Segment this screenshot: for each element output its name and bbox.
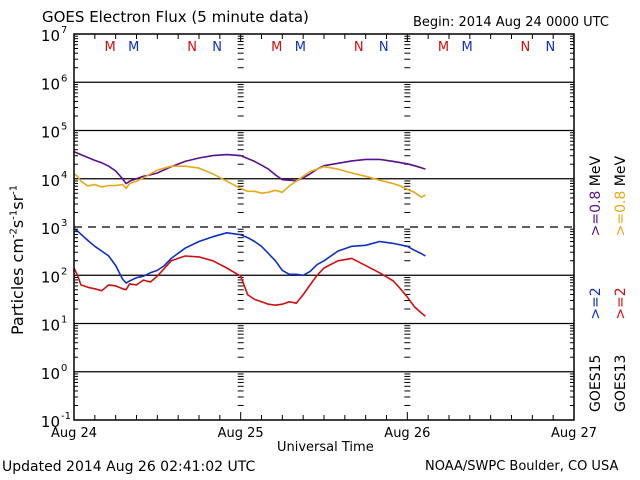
series-line <box>73 150 426 185</box>
legend-goes13-name: GOES13 <box>613 354 629 412</box>
mnn-marker: M <box>128 40 139 55</box>
x-tick-label: Aug 25 <box>218 426 264 441</box>
day-boundary-ticks <box>237 35 411 406</box>
y-tick-exponent: 7 <box>61 25 67 36</box>
y-tick-exponent: 0 <box>61 363 67 374</box>
y-tick-label: 10 <box>41 124 60 142</box>
series-lines <box>73 150 426 317</box>
y-tick-exponent: 1 <box>61 315 67 326</box>
legend-goes15-name: GOES15 <box>588 354 604 412</box>
y-tick-exponent: 5 <box>61 122 67 133</box>
begin-label: Begin: 2014 Aug 24 0000 UTC <box>413 15 609 30</box>
legend-goes15-mev: MeV <box>588 155 604 187</box>
mnn-marker: M <box>461 40 472 55</box>
x-tick-label: Aug 26 <box>384 426 430 441</box>
y-tick-label: 10 <box>41 75 60 93</box>
mnn-marker: N <box>187 40 197 55</box>
y-tick-exponent: -1 <box>61 411 71 422</box>
mnn-marker: N <box>521 40 531 55</box>
x-tick-labels: Aug 24 Aug 25 Aug 26 Aug 27 <box>51 426 597 441</box>
y-label-s: s <box>8 219 27 229</box>
y-tick-label: 10 <box>41 172 60 190</box>
y-tick-label: 10 <box>41 365 60 383</box>
y-tick-exponent: 2 <box>61 266 67 277</box>
chart-title: GOES Electron Flux (5 minute data) <box>42 8 309 26</box>
legend-goes13: GOES13 >=2 >=0.8 MeV <box>613 156 629 412</box>
legend-goes13-08mev: >=0.8 <box>613 190 629 237</box>
legend-goes15: GOES15 >=2 >=0.8 MeV <box>588 156 604 412</box>
x-minor-ticks <box>73 34 575 420</box>
y-tick-exponent: 6 <box>61 73 67 84</box>
updated-timestamp: Updated 2014 Aug 26 02:41:02 UTC <box>2 459 256 475</box>
mnn-marker: N <box>212 40 222 55</box>
y-tick-exponent: 3 <box>61 218 67 229</box>
y-tick-exponent: 4 <box>61 170 67 181</box>
source-credit: NOAA/SWPC Boulder, CO USA <box>425 459 619 474</box>
y-minor-ticks <box>74 35 574 406</box>
y-label-exp2: -1 <box>8 209 20 220</box>
mnn-marker: M <box>271 40 282 55</box>
y-label-sr: sr <box>8 194 27 210</box>
series-line <box>73 165 426 198</box>
y-axis-label: Particles cm-2s-1sr-1 <box>8 185 27 335</box>
x-tick-label: Aug 24 <box>51 426 97 441</box>
y-tick-label: 10 <box>41 317 60 335</box>
x-axis-label: Universal Time <box>277 440 374 455</box>
y-label-exp1: -2 <box>8 228 20 239</box>
mnn-marker: N <box>546 40 556 55</box>
mnn-marker: M <box>295 40 306 55</box>
mnn-marker: N <box>354 40 364 55</box>
mnn-marker: M <box>105 40 116 55</box>
legend-goes15-08mev: >=0.8 <box>588 190 604 237</box>
y-tick-label: 10 <box>41 27 60 45</box>
y-label-base: Particles cm <box>8 238 27 335</box>
legend-goes13-2mev: >=2 <box>613 287 629 320</box>
y-tick-label: 10 <box>41 220 60 238</box>
series-line <box>73 228 426 284</box>
mnn-marker: M <box>438 40 449 55</box>
grid-lines <box>74 81 574 373</box>
series-line <box>73 255 426 317</box>
y-label-exp3: -1 <box>8 184 20 195</box>
y-tick-label: 10 <box>41 413 60 431</box>
legend-goes15-2mev: >=2 <box>588 287 604 320</box>
legend-goes13-mev: MeV <box>613 155 629 187</box>
y-tick-label: 10 <box>41 268 60 286</box>
mnn-marker: N <box>379 40 389 55</box>
x-tick-label: Aug 27 <box>551 426 597 441</box>
